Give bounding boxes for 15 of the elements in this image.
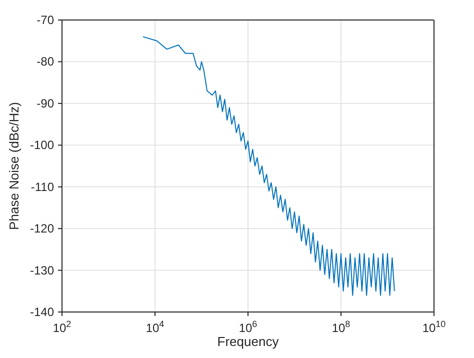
x-tick-label: 10$^{4}$ <box>146 319 164 335</box>
y-tick-label: -130 <box>30 263 54 278</box>
x-axis-title: Frequency <box>217 334 280 349</box>
x-tick-label: 10$^{8}$ <box>332 319 350 335</box>
y-tick-label: -120 <box>30 222 54 236</box>
x-tick-label: 10$^{10}$ <box>422 319 446 335</box>
x-tick-label: 10$^{2}$ <box>52 319 72 335</box>
y-tick-label: -80 <box>36 54 54 69</box>
y-axis-title: Phase Noise (dBc/Hz) <box>6 102 22 230</box>
y-tick-label: -70 <box>36 13 54 27</box>
x-tick-label: 10$^{6}$ <box>238 319 258 335</box>
y-tick-label: -110 <box>30 180 54 194</box>
y-tick-label: -100 <box>30 138 54 152</box>
y-tick-label: -140 <box>30 305 54 319</box>
y-tick-label: -90 <box>36 96 54 110</box>
